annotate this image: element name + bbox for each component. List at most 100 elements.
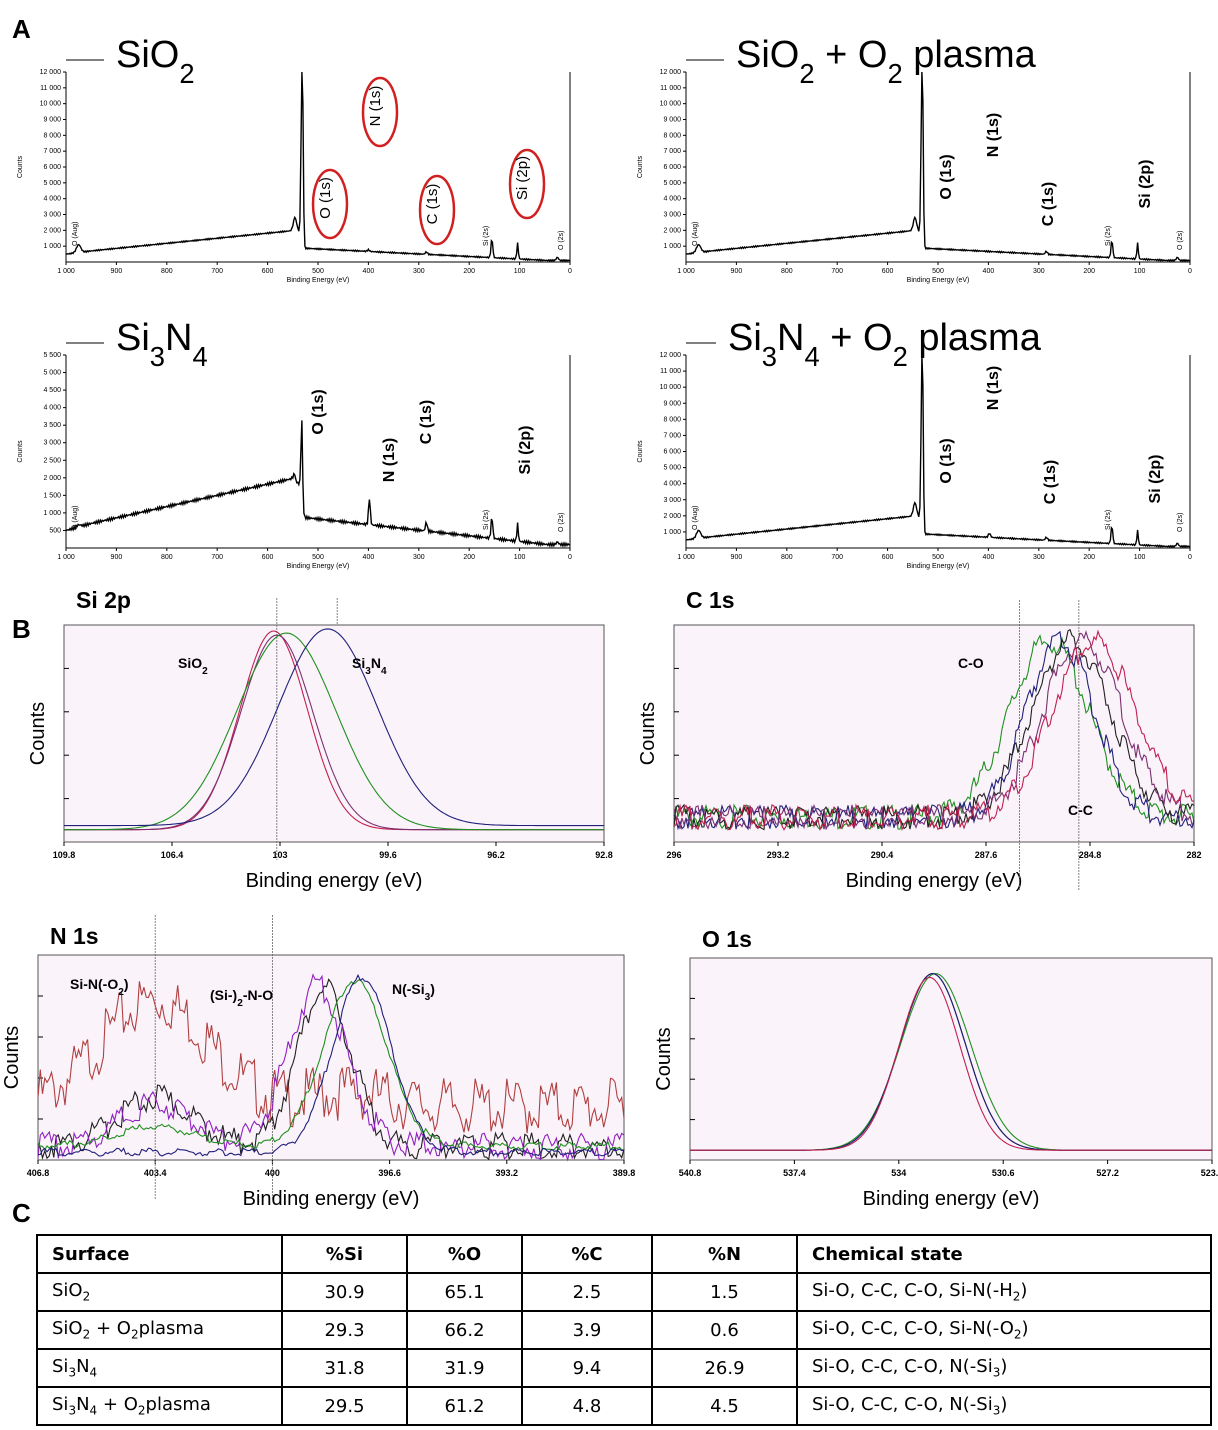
small-peak-label: Si (2s)	[1105, 226, 1112, 246]
x-tick-label: 300	[1033, 268, 1045, 275]
highlight-ring	[508, 148, 546, 220]
cell-surface: Si3N4	[36, 1348, 283, 1388]
x-tick-label: 500	[932, 554, 944, 561]
x-tick-label: 290.4	[871, 850, 894, 860]
y-tick-label: 8 000	[43, 132, 61, 139]
y-tick-label: 9 000	[663, 117, 681, 124]
plot-area	[63, 624, 605, 843]
x-tick-label: 100	[1134, 554, 1146, 561]
panel-title: O 1s	[702, 926, 752, 952]
x-tick-label: 99.6	[379, 850, 397, 860]
series-line	[673, 629, 1195, 832]
y-tick-label: 4 000	[663, 481, 681, 488]
peak-label: Si-N(-O2)	[70, 976, 129, 998]
x-tick-label: 500	[932, 268, 944, 275]
y-tick-label: 9 000	[43, 117, 61, 124]
cell-chemical-state: Si-O, C-C, C-O, N(-Si3)	[796, 1386, 1212, 1426]
y-tick-label: 2 000	[663, 513, 681, 520]
cell-si: 29.5	[281, 1386, 408, 1426]
small-peak-label: O (2s)	[1177, 513, 1184, 532]
y-axis-label: Counts	[17, 440, 24, 463]
small-peak-label: O (Aug)	[72, 505, 79, 530]
y-tick-label: 5 000	[43, 180, 61, 187]
cell-o: 65.1	[406, 1272, 523, 1312]
panel-label-c: C	[12, 1198, 31, 1228]
cell-o: 61.2	[406, 1386, 523, 1426]
cell-si: 30.9	[281, 1272, 408, 1312]
col-c: %C	[521, 1234, 653, 1274]
peak-annotation: N (1s)	[381, 438, 398, 482]
y-tick-label: 11 000	[660, 368, 681, 375]
y-tick-label: 4 500	[43, 387, 61, 394]
y-tick-label: 500	[49, 527, 61, 534]
y-tick-label: 7 000	[663, 148, 681, 155]
x-tick-label: 500	[312, 268, 324, 275]
x-tick-label: 200	[463, 268, 475, 275]
y-tick-label: 8 000	[663, 416, 681, 423]
y-tick-label: 5 000	[43, 370, 61, 377]
col-chemical-state: Chemical state	[796, 1234, 1212, 1274]
cell-chemical-state: Si-O, C-C, C-O, Si-N(-O2)	[796, 1310, 1212, 1350]
highlight-ring	[361, 76, 399, 148]
spectrum-trace	[65, 71, 571, 263]
y-axis-label: Counts	[637, 155, 644, 178]
small-peak-label: O (Aug)	[692, 505, 699, 530]
x-axis-label: Binding energy (eV)	[246, 870, 423, 892]
peak-annotation: Si (2p)	[514, 156, 531, 200]
small-peak-label: Si (2s)	[1105, 510, 1112, 530]
cell-si: 29.3	[281, 1310, 408, 1350]
x-tick-label: 96.2	[487, 850, 505, 860]
cell-surface: Si3N4 + O2plasma	[36, 1386, 283, 1426]
y-tick-label: 9 000	[663, 400, 681, 407]
peak-annotation: Si (2p)	[1147, 455, 1164, 504]
y-axis-label: Counts	[637, 440, 644, 463]
small-peak-label: O (Aug)	[692, 221, 699, 246]
x-tick-label: 900	[111, 554, 123, 561]
y-tick-label: 2 000	[43, 475, 61, 482]
y-tick-label: 12 000	[660, 69, 682, 76]
x-axis-label: Binding Energy (eV)	[287, 563, 350, 570]
cell-n: 0.6	[651, 1310, 798, 1350]
x-tick-label: 540.8	[679, 1168, 702, 1178]
y-tick-label: 8 000	[663, 132, 681, 139]
table-row: Si3N4 31.8 31.9 9.4 26.9 Si-O, C-C, C-O, N(-S…	[36, 1348, 1212, 1388]
peak-annotation: C (1s)	[1040, 182, 1057, 226]
y-axis-label: Counts	[1, 1026, 23, 1089]
y-tick-label: 10 000	[40, 101, 62, 108]
series-line	[690, 976, 1212, 1151]
x-tick-label: 600	[882, 268, 894, 275]
y-tick-label: 4 000	[43, 405, 61, 412]
peak-annotation: O (1s)	[938, 154, 955, 199]
peak-annotation: C (1s)	[1042, 460, 1059, 504]
spectrum-trace	[685, 71, 1191, 263]
x-tick-label: 0	[1188, 554, 1192, 561]
col-o: %O	[406, 1234, 523, 1274]
y-tick-label: 11 000	[40, 85, 61, 92]
x-tick-label: 600	[262, 554, 274, 561]
series-line	[37, 973, 625, 1162]
col-n: %N	[651, 1234, 798, 1274]
cell-surface: SiO2	[36, 1272, 283, 1312]
x-tick-label: 200	[1083, 554, 1095, 561]
cell-si: 31.8	[281, 1348, 408, 1388]
x-tick-label: 0	[1188, 268, 1192, 275]
peak-label: C-O	[958, 655, 984, 671]
y-tick-label: 6 000	[43, 164, 61, 171]
y-tick-label: 12 000	[660, 352, 682, 359]
cell-chemical-state: Si-O, C-C, C-O, N(-Si3)	[796, 1348, 1212, 1388]
x-tick-label: 282	[1186, 850, 1201, 860]
peak-label: SiO2	[178, 655, 208, 677]
cell-c: 4.8	[521, 1386, 653, 1426]
y-tick-label: 1 000	[43, 510, 61, 517]
x-tick-label: 700	[831, 554, 843, 561]
cell-n: 4.5	[651, 1386, 798, 1426]
x-tick-label: 400	[363, 554, 375, 561]
peak-annotation: O (1s)	[317, 177, 334, 219]
y-tick-label: 2 000	[663, 227, 681, 234]
x-tick-label: 530.6	[992, 1168, 1015, 1178]
x-tick-label: 400	[363, 268, 375, 275]
spectrum-trace	[65, 420, 571, 548]
x-tick-label: 400	[983, 268, 995, 275]
series-line	[64, 632, 604, 831]
y-tick-label: 2 500	[43, 457, 61, 464]
